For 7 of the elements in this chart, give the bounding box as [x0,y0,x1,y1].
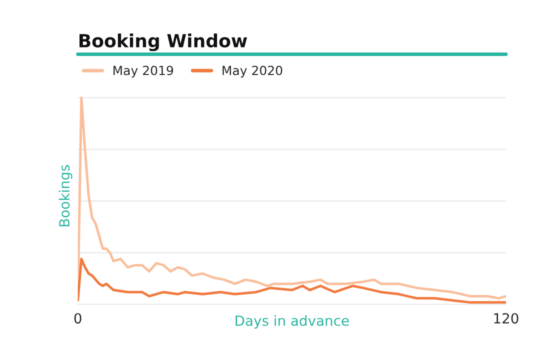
chart-title: Booking Window [80,34,248,52]
legend-label: May 2020 [222,66,282,78]
x-tick-label: 120 [494,313,518,324]
x-axis-title: Days in advance [236,315,349,329]
legend-label: May 2019 [114,66,174,78]
y-axis-title: Bookings [58,165,72,226]
x-tick-label: 0 [74,313,82,324]
